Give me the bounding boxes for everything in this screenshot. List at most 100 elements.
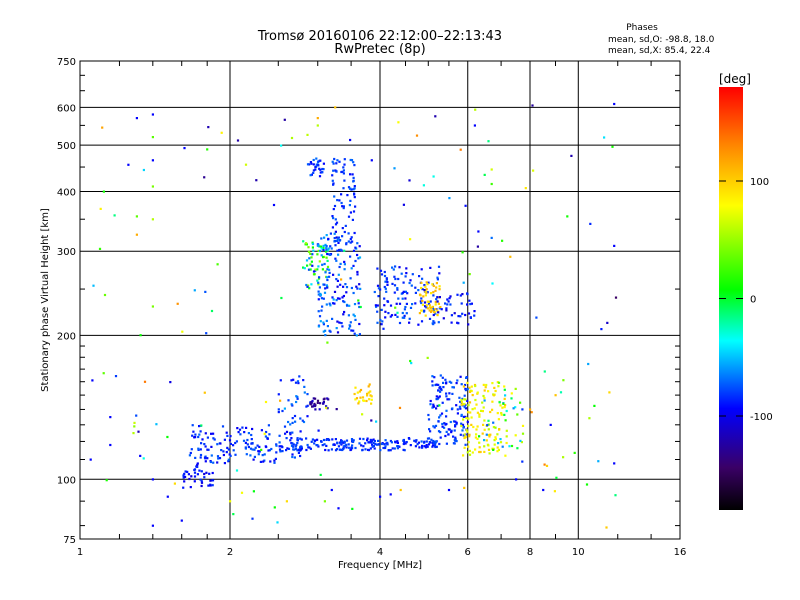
echo-point bbox=[133, 421, 136, 424]
echo-point bbox=[435, 445, 438, 448]
echo-point bbox=[187, 473, 190, 476]
echo-point bbox=[349, 321, 352, 324]
echo-point bbox=[354, 318, 357, 321]
echo-point bbox=[614, 296, 618, 299]
echo-point bbox=[308, 257, 311, 260]
echo-point bbox=[208, 472, 211, 475]
echo-point bbox=[521, 460, 524, 463]
echo-point bbox=[437, 265, 441, 268]
echo-point bbox=[361, 413, 364, 416]
echo-point bbox=[296, 449, 299, 452]
echo-point bbox=[292, 448, 295, 451]
echo-point bbox=[277, 408, 280, 411]
echo-point bbox=[336, 285, 339, 288]
echo-point bbox=[493, 443, 496, 446]
echo-point bbox=[487, 419, 490, 422]
x-tick-labels: 1 2 4 6 8 10 16 bbox=[77, 547, 687, 558]
echo-point bbox=[549, 423, 552, 426]
echo-point bbox=[535, 316, 538, 319]
echo-point bbox=[305, 283, 308, 287]
echo-point bbox=[464, 407, 468, 410]
echo-point bbox=[335, 170, 338, 173]
echo-point bbox=[321, 268, 324, 271]
echo-point bbox=[470, 423, 473, 426]
echo-point bbox=[395, 302, 398, 305]
echo-point bbox=[289, 431, 292, 434]
echo-point bbox=[286, 447, 289, 450]
echo-point bbox=[338, 199, 341, 202]
echo-point bbox=[370, 402, 373, 405]
echo-point bbox=[436, 309, 439, 312]
echo-point bbox=[311, 405, 314, 408]
echo-point bbox=[377, 287, 380, 290]
echo-point bbox=[211, 471, 214, 475]
echo-point bbox=[467, 323, 470, 326]
echo-point bbox=[251, 448, 254, 451]
echo-point bbox=[460, 400, 463, 404]
echo-point bbox=[232, 513, 235, 516]
echo-point bbox=[312, 169, 315, 172]
echo-point bbox=[483, 428, 486, 431]
echo-point bbox=[468, 273, 471, 276]
echo-point bbox=[482, 406, 485, 409]
echo-point bbox=[354, 446, 357, 450]
echo-point bbox=[367, 449, 371, 452]
echo-point bbox=[351, 447, 354, 450]
echo-point bbox=[438, 272, 441, 275]
echo-point bbox=[463, 433, 466, 436]
echo-point bbox=[349, 325, 352, 328]
echo-point bbox=[326, 325, 329, 328]
echo-point bbox=[319, 473, 322, 476]
echo-point bbox=[352, 176, 355, 179]
echo-point bbox=[310, 256, 313, 259]
echo-point bbox=[314, 269, 317, 272]
echo-point bbox=[447, 428, 450, 431]
echo-point bbox=[454, 436, 457, 439]
echo-point bbox=[370, 419, 373, 422]
echo-point bbox=[300, 445, 303, 448]
echo-point bbox=[521, 424, 525, 427]
echo-point bbox=[195, 465, 198, 468]
echo-point bbox=[464, 383, 467, 387]
y-tick-label: 500 bbox=[57, 141, 76, 152]
echo-point bbox=[316, 279, 319, 282]
echo-point bbox=[294, 445, 297, 448]
echo-point bbox=[384, 310, 387, 313]
echo-point bbox=[198, 469, 201, 472]
echo-point bbox=[349, 158, 352, 162]
echo-point bbox=[345, 286, 349, 289]
echo-point bbox=[449, 303, 452, 306]
echo-point bbox=[291, 404, 294, 407]
echo-point bbox=[188, 477, 191, 481]
echo-point bbox=[490, 236, 493, 239]
echo-point bbox=[484, 386, 487, 389]
echo-point bbox=[464, 398, 467, 401]
echo-point bbox=[237, 431, 240, 434]
echo-point bbox=[328, 438, 331, 442]
echo-point bbox=[306, 285, 309, 288]
echo-point bbox=[460, 422, 463, 425]
echo-point bbox=[302, 420, 306, 424]
echo-point bbox=[135, 414, 138, 417]
echo-point bbox=[273, 459, 276, 462]
echo-point bbox=[370, 398, 373, 401]
echo-point bbox=[394, 265, 397, 268]
echo-point bbox=[320, 297, 323, 300]
echo-point bbox=[379, 495, 382, 498]
echo-point bbox=[445, 395, 448, 398]
echo-point bbox=[476, 391, 479, 394]
echo-point bbox=[273, 461, 276, 464]
echo-point bbox=[606, 321, 609, 324]
echo-point bbox=[512, 407, 515, 410]
echo-point bbox=[151, 478, 154, 481]
echo-point bbox=[328, 302, 331, 305]
echo-point bbox=[448, 380, 451, 383]
echo-point bbox=[421, 299, 424, 303]
echo-point bbox=[400, 272, 403, 275]
echo-point bbox=[320, 245, 323, 248]
echo-point bbox=[425, 281, 428, 284]
echo-point bbox=[310, 440, 313, 443]
echo-point bbox=[352, 329, 355, 332]
echo-point bbox=[470, 385, 473, 388]
